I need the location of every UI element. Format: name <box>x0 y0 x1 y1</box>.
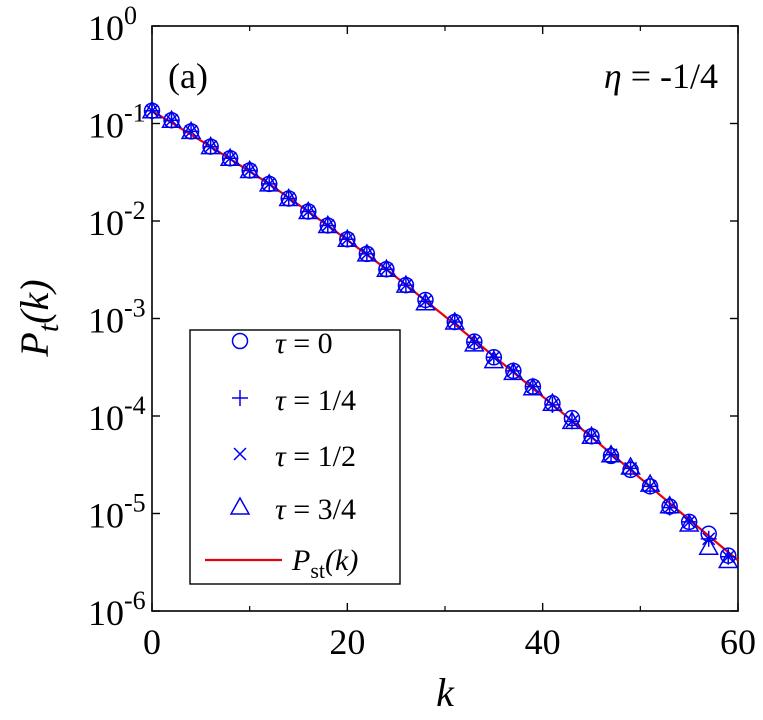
legend-entry-0-label: τ = 0 <box>275 327 333 360</box>
series-2-cross-point <box>165 113 179 127</box>
y-axis-label-sub: t <box>32 323 65 332</box>
series-3-triangle-point <box>278 188 300 207</box>
y-tick-label-3: 10-3 <box>88 294 146 341</box>
y-tick-label-6: 10-6 <box>88 586 146 633</box>
x-tick-label-2: 40 <box>525 622 561 662</box>
y-tick-label-1: 10-1 <box>88 99 146 146</box>
series-3-triangle-point <box>717 549 739 569</box>
series-2-cross-point <box>223 151 237 165</box>
x-tick-label-1: 20 <box>329 622 365 662</box>
series-3-triangle-point <box>639 473 661 492</box>
series-2-cross-point <box>467 335 481 349</box>
series-3-triangle-point <box>600 444 622 463</box>
series-2-cross-point <box>282 192 296 206</box>
series-2-cross-point <box>565 414 579 428</box>
series-3-triangle-point <box>297 201 319 220</box>
legend-triangle-marker <box>229 496 251 515</box>
series-3-triangle-point <box>161 109 182 128</box>
legend-entry-3-label: τ = 3/4 <box>275 493 356 526</box>
series-3-triangle-point <box>581 425 602 444</box>
series-2-cross-point <box>184 124 198 138</box>
series-3-triangle-point <box>219 147 241 167</box>
legend-entry-1-label: τ = 1/4 <box>275 384 356 417</box>
series-2-cross-point <box>584 429 599 443</box>
x-tick-label-0: 0 <box>143 622 161 662</box>
series-2-cross-point <box>321 218 335 232</box>
series-3-triangle-point <box>678 513 700 532</box>
series-3-triangle-point <box>483 350 505 369</box>
series-3-triangle-point <box>444 311 466 330</box>
y-tick-label-4: 10-4 <box>88 391 146 438</box>
series-3-triangle-point <box>522 377 544 396</box>
series-2-cross-point <box>360 247 374 261</box>
y-tick-label-0: 100 <box>88 1 137 48</box>
series-3-triangle-point <box>258 173 280 192</box>
series-3-triangle-point <box>395 274 417 293</box>
series-2-cross-point <box>682 515 696 529</box>
series-3-triangle-point <box>415 292 436 311</box>
series-2-cross-point <box>418 294 432 308</box>
series-3-triangle-point <box>239 159 260 179</box>
series-3-triangle-point <box>200 136 221 155</box>
panel-label: (a) <box>168 56 208 96</box>
series-3-triangle-point <box>620 456 641 475</box>
y-axis-label: Pt(k) <box>12 279 65 357</box>
series-2-cross-point <box>243 163 257 177</box>
legend-marks <box>205 332 282 562</box>
legend-circle-marker <box>231 332 249 350</box>
series-2-cross-point <box>604 448 618 462</box>
series-3-triangle-point <box>337 228 358 247</box>
parameter-symbol: η <box>604 56 622 96</box>
parameter-value: = -1/4 <box>622 56 718 96</box>
series-3-triangle-point <box>659 495 680 514</box>
series-2-cross-point <box>526 380 540 394</box>
series-2-cross-point <box>448 315 462 329</box>
series-3-triangle-point <box>376 258 397 277</box>
legend-entry-4-label: Pst(k) <box>291 544 358 583</box>
series-2-cross-point <box>506 364 520 378</box>
series-markers <box>141 100 739 569</box>
y-axis-label-main: P <box>12 332 57 357</box>
series-3-triangle-point <box>561 410 583 430</box>
legend-entry-2-label: τ = 1/2 <box>275 440 356 473</box>
series-2-cross-point <box>487 350 501 364</box>
series-2-cross-point <box>301 205 315 219</box>
legend-cross-marker <box>233 447 247 461</box>
series-2-cross-point <box>204 140 218 154</box>
series-2-cross-point <box>379 262 393 276</box>
series-2-cross-point <box>340 232 354 246</box>
x-tick-label-3: 60 <box>720 622 756 662</box>
legend-box <box>189 329 401 585</box>
series-3-triangle-point <box>141 100 163 119</box>
series-2-cross-point <box>721 550 735 564</box>
series-3-triangle-point <box>180 120 202 140</box>
series-2-cross-point <box>145 104 159 118</box>
series-3-triangle-point <box>317 214 339 234</box>
series-3-triangle-point <box>503 361 524 381</box>
y-tick-labels: 100 10-1 10-2 10-3 10-4 10-5 10-6 <box>88 1 146 633</box>
y-tick-label-5: 10-5 <box>88 489 146 536</box>
legend-plus-marker <box>232 390 248 406</box>
series-2-cross-point <box>262 177 276 191</box>
y-tick-label-2: 10-2 <box>88 196 146 243</box>
series-3-triangle-point <box>464 333 485 352</box>
axis-ticks <box>151 25 739 612</box>
x-axis-label: k <box>436 670 455 715</box>
parameter-label: η = -1/4 <box>604 56 718 96</box>
series-2-cross-point <box>399 278 413 292</box>
x-tick-labels: 0 20 40 60 <box>143 622 756 662</box>
series-3-triangle-point <box>542 392 563 412</box>
y-axis-label-arg: (k) <box>12 279 57 323</box>
legend: τ = 0 τ = 1/4 τ = 1/2 τ = 3/4 Pst(k) <box>189 327 401 585</box>
series-3-triangle-point <box>698 536 719 556</box>
series-3-triangle-point <box>356 243 378 262</box>
